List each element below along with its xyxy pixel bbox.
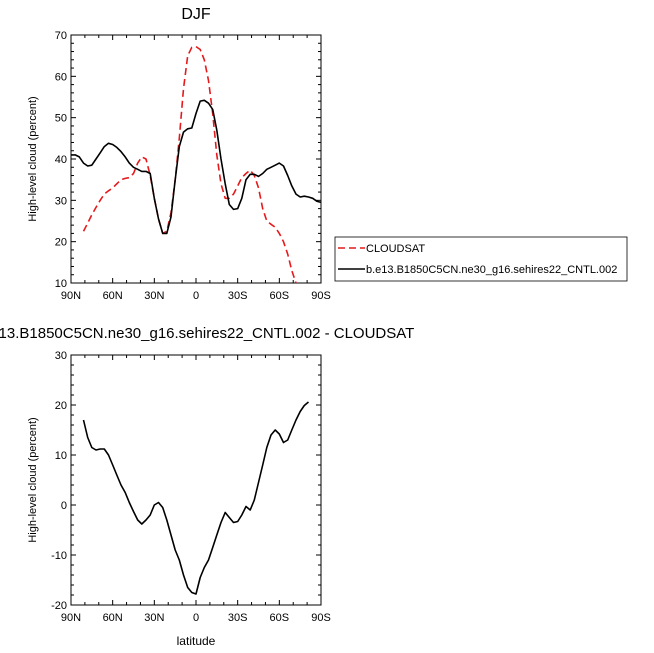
top-x-tick-label: 60S — [270, 290, 290, 302]
top-y-tick-label: 40 — [55, 154, 67, 166]
bottom-y-tick-label: -20 — [51, 600, 67, 612]
bottom-y-tick-label: 30 — [55, 350, 67, 362]
bottom-x-tick-label: 60S — [270, 612, 290, 624]
bottom-y-tick-label: 20 — [55, 400, 67, 412]
top-series-line-0 — [82, 45, 297, 283]
top-x-tick-label: 60N — [103, 290, 123, 302]
top-panel: DJF High-level cloud (percent) 90N 60N 30N… — [27, 6, 331, 302]
top-panel-series — [71, 45, 321, 283]
bottom-y-tick-label: 0 — [61, 500, 67, 512]
bottom-x-tick-label: 0 — [193, 612, 199, 624]
bottom-panel-series — [82, 401, 310, 595]
bottom-y-tick-label: -10 — [51, 550, 67, 562]
legend-label-model: b.e13.B1850C5CN.ne30_g16.sehires22_CNTL.… — [366, 264, 617, 276]
top-y-tick-label: 20 — [55, 237, 67, 249]
bottom-x-tick-label: 90N — [61, 612, 81, 624]
bottom-x-tick-label: 90S — [311, 612, 331, 624]
top-panel-title: DJF — [181, 6, 211, 23]
bottom-x-tick-label: 30N — [144, 612, 164, 624]
bottom-panel-plot-frame — [70, 354, 322, 606]
bottom-panel: b.e13.B1850C5CN.ne30_g16.sehires22_CNTL.… — [0, 325, 414, 648]
bottom-y-tick-label: 10 — [55, 450, 67, 462]
top-panel-ticks: 90N 60N 30N 0 30S 60S 90S 10 20 30 40 50 60 70 — [55, 30, 331, 302]
top-panel-plot-frame — [70, 34, 322, 284]
top-x-tick-label: 30N — [144, 290, 164, 302]
bottom-x-tick-label: 60N — [103, 612, 123, 624]
top-x-tick-label: 0 — [193, 290, 199, 302]
top-x-tick-label: 90N — [61, 290, 81, 302]
top-series-line-1 — [71, 99, 321, 235]
bottom-panel-title: b.e13.B1850C5CN.ne30_g16.sehires22_CNTL.… — [0, 325, 414, 342]
legend-box — [334, 236, 628, 282]
top-y-tick-label: 10 — [55, 278, 67, 290]
legend: CLOUDSAT b.e13.B1850C5CN.ne30_g16.sehire… — [334, 236, 628, 282]
bottom-x-tick-label: 30S — [228, 612, 248, 624]
bottom-panel-y-axis-label: High-level cloud (percent) — [27, 417, 39, 542]
top-x-tick-label: 90S — [311, 290, 331, 302]
legend-label-cloudsat: CLOUDSAT — [366, 243, 425, 255]
top-x-tick-label: 30S — [228, 290, 248, 302]
top-panel-y-axis-label: High-level cloud (percent) — [27, 96, 39, 221]
top-y-tick-label: 60 — [55, 71, 67, 83]
top-y-tick-label: 70 — [55, 30, 67, 42]
top-y-tick-label: 50 — [55, 113, 67, 125]
bottom-panel-ticks: 90N 60N 30N 0 30S 60S 90S -20 -10 0 10 20 30 — [51, 350, 331, 624]
top-y-tick-label: 30 — [55, 195, 67, 207]
bottom-series-line-0 — [82, 401, 310, 595]
bottom-panel-x-axis-label: latitude — [177, 634, 216, 648]
